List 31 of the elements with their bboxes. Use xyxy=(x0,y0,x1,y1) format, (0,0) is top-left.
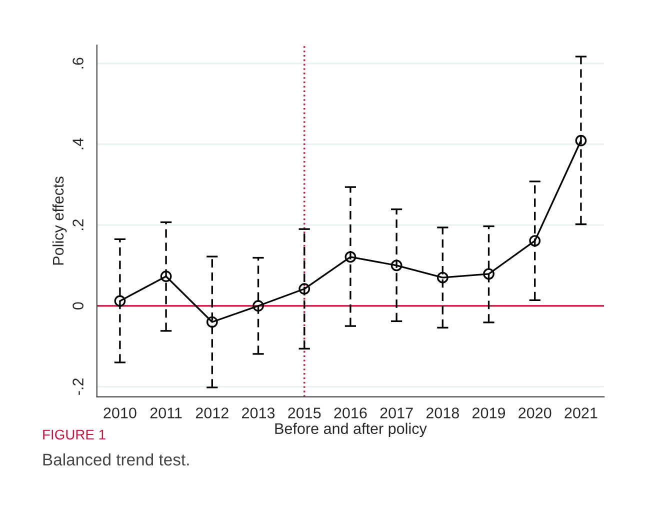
y-axis-title: Policy effects xyxy=(52,176,67,265)
caption: FIGURE 1 xyxy=(43,430,106,440)
y-tick-label: .2 xyxy=(72,219,84,230)
x-tick-label: 2017 xyxy=(380,408,413,418)
y-tick-label: .4 xyxy=(72,138,84,150)
x-tick-label: 2021 xyxy=(564,408,598,418)
point xyxy=(390,260,402,272)
x-axis-title: Before and after policy xyxy=(275,422,427,438)
point xyxy=(344,251,356,263)
x-tick-label: 2011 xyxy=(150,408,182,418)
y-tick-label: .6 xyxy=(72,58,84,68)
x-tick-label: 2018 xyxy=(426,408,459,418)
point xyxy=(160,270,172,282)
x-tick-label: 2013 xyxy=(242,408,275,418)
x-tick-label: 2015 xyxy=(288,408,321,418)
point xyxy=(298,283,310,295)
point xyxy=(114,295,126,307)
point xyxy=(206,316,218,328)
point xyxy=(529,235,541,246)
x-tick-label: 2010 xyxy=(104,408,136,418)
y-tick-label: 0 xyxy=(72,302,84,310)
point xyxy=(575,134,587,146)
x-tick-label: 2019 xyxy=(472,408,506,418)
y-tick-label: -.2 xyxy=(72,378,84,395)
x-tick-label: 2020 xyxy=(518,408,552,418)
text: Balanced trend test. xyxy=(43,453,189,466)
point xyxy=(436,272,448,284)
point xyxy=(252,300,264,312)
point xyxy=(483,268,494,280)
x-tick-label: 2012 xyxy=(196,408,228,418)
x-tick-label: 2016 xyxy=(334,408,367,418)
